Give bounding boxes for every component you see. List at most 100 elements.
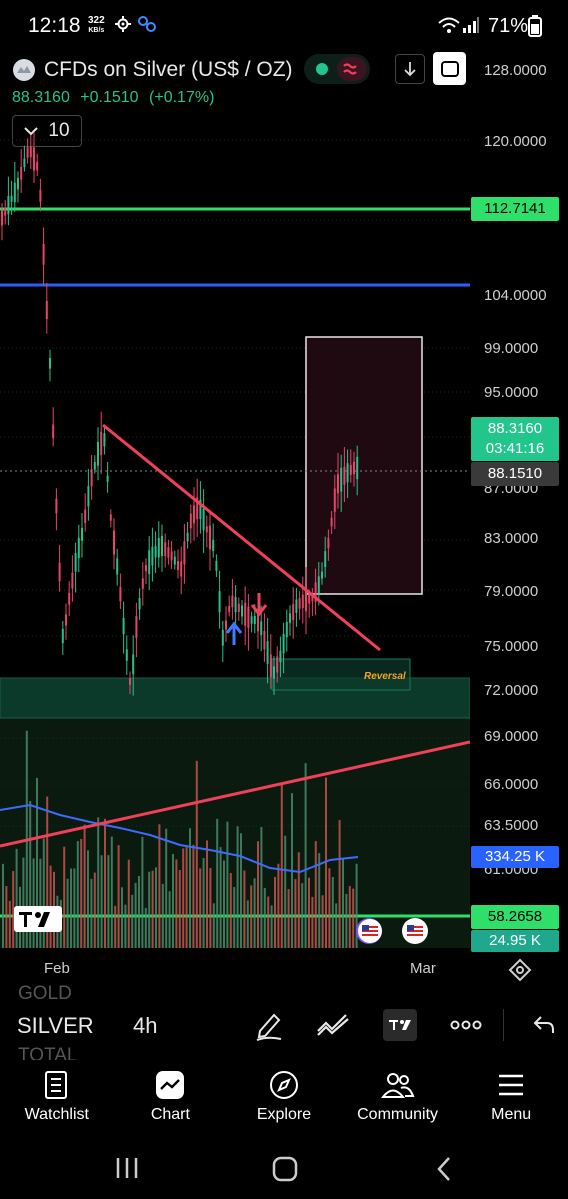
volume-bar [331, 876, 334, 948]
tradingview-logo-icon [14, 906, 62, 932]
menu-icon [499, 1074, 524, 1096]
network-speed-unit: KB/s [88, 27, 105, 34]
volume-bar [104, 818, 106, 948]
candle-body [148, 550, 151, 574]
volume-bar [66, 878, 69, 948]
us-flag-icon-2[interactable] [402, 918, 428, 944]
battery-icon [528, 15, 542, 37]
candle-body [103, 433, 106, 447]
volume-bar [121, 887, 123, 948]
candlesticks [1, 131, 359, 696]
chart-settings-icon[interactable] [507, 958, 533, 982]
watchlist-icon [44, 1071, 67, 1099]
symbol-header[interactable]: CFDs on Silver (US$ / OZ) [12, 56, 293, 84]
support-price-label: 58.2658 [471, 905, 559, 929]
nav-watchlist[interactable]: Watchlist [2, 1060, 112, 1124]
volume-bar [199, 868, 202, 948]
market-status-pill[interactable] [304, 54, 370, 84]
nav-chart[interactable]: Chart [115, 1060, 225, 1124]
volume-bar [223, 860, 225, 948]
system-navigation [0, 1140, 568, 1199]
reversal-zone[interactable] [271, 658, 411, 691]
ascending-trendline[interactable] [0, 740, 470, 848]
back-icon[interactable] [435, 1156, 453, 1182]
next-symbol[interactable]: TOTAL [18, 1045, 78, 1060]
sell-arrow-button[interactable] [395, 54, 425, 84]
descending-trendline[interactable] [102, 423, 381, 652]
candle-body [132, 654, 135, 675]
volume-bar [168, 891, 171, 948]
candle-body [10, 195, 13, 202]
candle-body [279, 650, 282, 663]
volume-bar [138, 875, 140, 948]
volume-bar [243, 870, 246, 948]
us-flag-icon[interactable] [356, 918, 382, 944]
volume-bar [5, 886, 8, 948]
indicators-icon[interactable] [316, 1013, 350, 1037]
volume-bar [280, 783, 283, 948]
candle-body [49, 358, 51, 369]
candle-body [17, 177, 19, 190]
candle-body [285, 622, 288, 638]
drawing-pen-icon[interactable] [254, 1009, 284, 1041]
target-box[interactable] [305, 336, 423, 595]
recent-apps-icon[interactable] [114, 1156, 140, 1180]
gear-icon [115, 16, 131, 32]
volume-bar [165, 828, 168, 948]
candle-body [122, 617, 125, 635]
candle-body [135, 615, 138, 639]
volume-bar [212, 903, 215, 948]
home-icon[interactable] [272, 1156, 298, 1182]
bottom-navigation: Watchlist Chart Explore Community Menu [0, 1060, 568, 1140]
nav-explore[interactable]: Explore [229, 1060, 339, 1124]
volume-bar [151, 870, 154, 948]
volume-bar [335, 903, 338, 948]
volume-bar [70, 868, 72, 948]
volume-bar [107, 855, 110, 948]
volume-bar [348, 886, 351, 948]
fullscreen-button[interactable] [433, 52, 466, 85]
volume-bar [73, 868, 76, 948]
candle-body [1, 210, 3, 226]
candle-body [353, 461, 355, 475]
current-symbol[interactable]: SILVER [17, 1013, 94, 1038]
candle-body [29, 146, 32, 158]
price-tick: 63.5000 [484, 817, 539, 834]
price-change: +0.1510 [80, 89, 139, 106]
volume-bar [192, 844, 195, 948]
tradingview-small-icon [389, 1020, 411, 1030]
candle-body [343, 466, 346, 485]
volume-bar [216, 818, 219, 948]
prev-symbol[interactable]: GOLD [18, 983, 72, 1004]
candle-body [317, 576, 320, 594]
candle-body [157, 538, 160, 558]
volume-bar [144, 907, 147, 948]
price-tick: 83.0000 [484, 530, 539, 547]
volume-bar [277, 863, 280, 948]
volume-bar [36, 777, 38, 948]
candle-body [129, 678, 131, 685]
candle-body [273, 666, 275, 679]
candle-body [173, 556, 176, 565]
candle-body [36, 161, 39, 171]
candle-body [337, 474, 339, 494]
price-chart[interactable]: Reversal [0, 100, 470, 950]
nav-menu[interactable]: Menu [456, 1060, 566, 1124]
candle-body [221, 629, 224, 646]
price-quote: 88.3160 +0.1510 (+0.17%) [12, 89, 220, 107]
volume-bar [117, 845, 120, 948]
volume-bar [29, 800, 32, 948]
candle-body [292, 604, 295, 620]
chevron-down-icon [24, 127, 39, 136]
tradingview-button[interactable] [383, 1009, 417, 1041]
more-options-icon[interactable] [450, 1019, 482, 1031]
volume-bar [46, 796, 49, 948]
volume-bar [352, 888, 355, 948]
timeframe-selector[interactable]: 4h [133, 1013, 158, 1038]
candle-body [167, 547, 170, 558]
indicator-toggle[interactable]: 10 [12, 115, 82, 147]
undo-icon[interactable] [533, 1013, 555, 1035]
volume-bar [134, 882, 137, 948]
nav-community[interactable]: Community [343, 1060, 453, 1124]
candle-body [276, 656, 279, 673]
